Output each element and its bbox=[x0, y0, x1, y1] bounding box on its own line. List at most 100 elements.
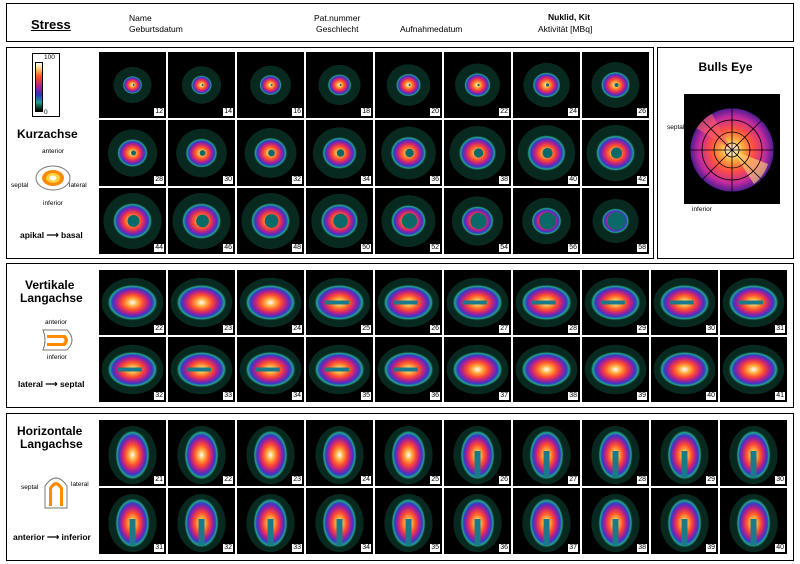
slice-number: 34 bbox=[361, 544, 371, 552]
slice-number: 36 bbox=[499, 544, 509, 552]
slice-number: 56 bbox=[568, 244, 578, 252]
scan-slice-tile: 35 bbox=[306, 337, 373, 402]
vla-title-1: Vertikale bbox=[25, 278, 75, 292]
scan-slice-tile: 50 bbox=[306, 188, 373, 254]
slice-number: 12 bbox=[154, 108, 164, 116]
slice-number: 35 bbox=[430, 544, 440, 552]
slice-number: 38 bbox=[568, 392, 578, 400]
be-septal: septal bbox=[667, 124, 685, 131]
horizontal-long-axis-section: Horizontale Langachse septal lateral ant… bbox=[6, 413, 794, 561]
scan-slice-tile: 37 bbox=[513, 488, 580, 554]
scan-slice-tile: 24 bbox=[237, 270, 304, 335]
scan-slice-tile: 31 bbox=[720, 270, 787, 335]
short-axis-section: 100 0 Kurzachse anterior septal lateral … bbox=[6, 47, 654, 259]
slice-number: 20 bbox=[430, 108, 440, 116]
scan-slice-tile: 37 bbox=[444, 337, 511, 402]
slice-number: 27 bbox=[499, 325, 509, 333]
color-scale-box: 100 0 bbox=[32, 53, 60, 117]
birthdate-label: Geburtsdatum bbox=[129, 24, 183, 34]
scan-slice-tile: 30 bbox=[651, 270, 718, 335]
vla-direction: lateral ⟶ septal bbox=[18, 379, 85, 389]
short-axis-direction: apikal ⟶ basal bbox=[20, 230, 83, 240]
slice-number: 22 bbox=[499, 108, 509, 116]
slice-number: 52 bbox=[430, 244, 440, 252]
slice-number: 26 bbox=[430, 325, 440, 333]
scan-slice-tile: 26 bbox=[375, 270, 442, 335]
scan-slice-tile: 36 bbox=[375, 120, 442, 186]
slice-number: 23 bbox=[223, 325, 233, 333]
scan-slice-tile: 32 bbox=[237, 120, 304, 186]
slice-number: 31 bbox=[775, 325, 785, 333]
slice-number: 37 bbox=[568, 544, 578, 552]
scan-slice-tile: 16 bbox=[237, 52, 304, 118]
slice-number: 36 bbox=[430, 176, 440, 184]
orient-inferior: inferior bbox=[43, 200, 63, 207]
bulls-eye-plot bbox=[689, 107, 775, 193]
slice-number: 42 bbox=[637, 176, 647, 184]
scan-slice-tile: 38 bbox=[513, 337, 580, 402]
scan-slice-tile: 26 bbox=[444, 420, 511, 486]
scan-slice-tile: 26 bbox=[582, 52, 649, 118]
slice-number: 34 bbox=[292, 392, 302, 400]
scan-slice-tile: 30 bbox=[168, 120, 235, 186]
slice-number: 34 bbox=[361, 176, 371, 184]
scan-slice-tile: 18 bbox=[306, 52, 373, 118]
scan-slice-tile: 22 bbox=[168, 420, 235, 486]
scan-slice-tile: 52 bbox=[375, 188, 442, 254]
slice-number: 46 bbox=[223, 244, 233, 252]
sex-label: Geschlecht bbox=[316, 24, 359, 34]
be-anterior: anterior bbox=[688, 97, 711, 104]
scan-slice-tile: 21 bbox=[99, 420, 166, 486]
scan-slice-tile: 32 bbox=[168, 488, 235, 554]
vla-orient-anterior: anterior bbox=[45, 319, 68, 326]
scan-slice-tile: 44 bbox=[99, 188, 166, 254]
scan-slice-tile: 46 bbox=[168, 188, 235, 254]
scan-slice-tile: 41 bbox=[720, 337, 787, 402]
scan-slice-tile: 25 bbox=[375, 420, 442, 486]
bulls-eye-section: Bulls Eye bbox=[657, 47, 794, 259]
hla-direction: anterior ⟶ inferior bbox=[13, 532, 91, 542]
nuclide-label: Nuklid, Kit bbox=[548, 12, 591, 22]
vla-orient-inferior: inferior bbox=[47, 354, 67, 361]
scan-slice-tile: 23 bbox=[237, 420, 304, 486]
slice-number: 25 bbox=[361, 325, 371, 333]
slice-number: 18 bbox=[361, 108, 371, 116]
short-axis-orientation-icon: anterior septal lateral inferior bbox=[11, 148, 99, 212]
scan-slice-tile: 20 bbox=[375, 52, 442, 118]
scan-slice-tile: 24 bbox=[513, 52, 580, 118]
slice-number: 54 bbox=[499, 244, 509, 252]
slice-number: 21 bbox=[154, 476, 164, 484]
slice-number: 30 bbox=[775, 476, 785, 484]
slice-number: 22 bbox=[223, 476, 233, 484]
hla-orient-lateral: lateral bbox=[71, 481, 89, 488]
orient-lateral: lateral bbox=[69, 182, 87, 189]
slice-number: 24 bbox=[361, 476, 371, 484]
scan-slice-tile: 12 bbox=[99, 52, 166, 118]
scan-slice-tile: 56 bbox=[513, 188, 580, 254]
slice-number: 28 bbox=[154, 176, 164, 184]
slice-number: 30 bbox=[706, 325, 716, 333]
scan-slice-tile: 40 bbox=[720, 488, 787, 554]
scan-slice-tile: 48 bbox=[237, 188, 304, 254]
slice-number: 50 bbox=[361, 244, 371, 252]
scan-slice-tile: 36 bbox=[375, 337, 442, 402]
scan-slice-tile: 29 bbox=[651, 420, 718, 486]
slice-number: 36 bbox=[430, 392, 440, 400]
stress-label: Stress bbox=[31, 17, 71, 32]
scan-slice-tile: 33 bbox=[168, 337, 235, 402]
scan-slice-tile: 30 bbox=[720, 420, 787, 486]
slice-number: 41 bbox=[775, 392, 785, 400]
orient-septal: septal bbox=[11, 182, 29, 189]
scan-slice-tile: 27 bbox=[444, 270, 511, 335]
scan-slice-tile: 39 bbox=[582, 337, 649, 402]
short-axis-ring-icon bbox=[35, 165, 71, 191]
short-axis-title: Kurzachse bbox=[17, 127, 78, 141]
slice-number: 38 bbox=[637, 544, 647, 552]
scale-max-label: 100 bbox=[44, 54, 55, 61]
scan-slice-tile: 28 bbox=[99, 120, 166, 186]
hla-orient-septal: septal bbox=[21, 484, 39, 491]
bulls-eye-image bbox=[684, 94, 780, 204]
scan-slice-tile: 28 bbox=[582, 420, 649, 486]
vla-orientation-icon bbox=[42, 329, 73, 351]
slice-number: 38 bbox=[499, 176, 509, 184]
